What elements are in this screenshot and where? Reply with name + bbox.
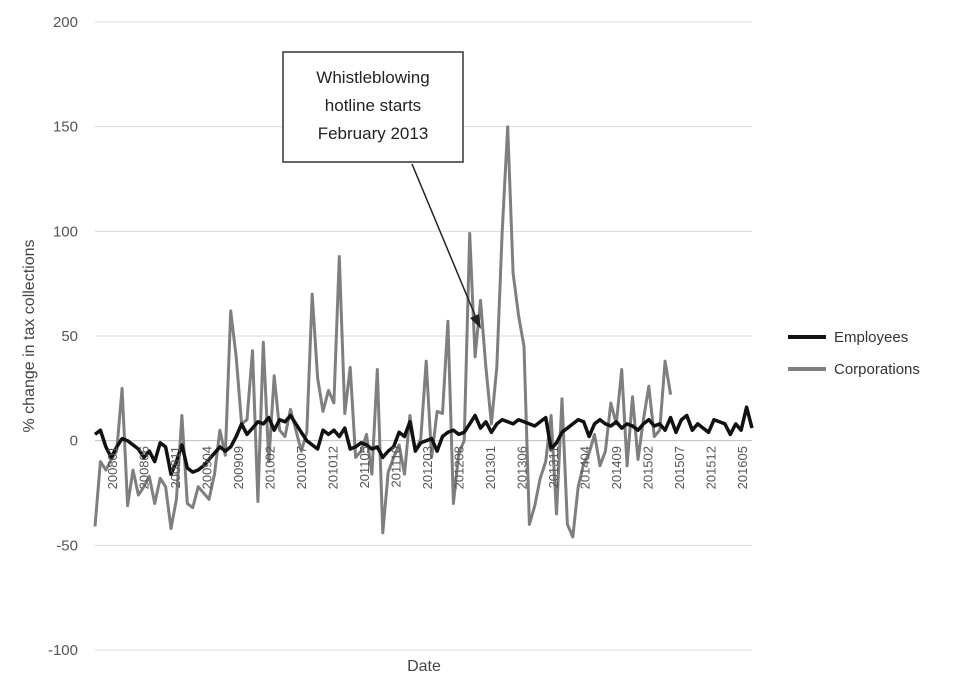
x-tick-label: 201301 bbox=[483, 446, 498, 489]
series-line-corporations bbox=[93, 125, 673, 539]
x-tick-label: 200904 bbox=[200, 446, 215, 489]
annotation-line-1: Whistleblowing bbox=[316, 68, 429, 87]
annotation-line-2: hotline starts bbox=[325, 96, 421, 115]
y-axis-label: % change in tax collections bbox=[21, 240, 38, 433]
x-tick-label: 200806 bbox=[137, 446, 152, 489]
annotation-line-3: February 2013 bbox=[318, 124, 429, 143]
legend-label-corporations: Corporations bbox=[834, 361, 920, 378]
annotation-arrow bbox=[411, 163, 478, 321]
x-axis-ticks: 200801 200806 200811 200904 200909 201002 2010… bbox=[105, 446, 750, 489]
y-tick-label: -50 bbox=[56, 537, 78, 554]
legend-label-employees: Employees bbox=[834, 329, 908, 346]
y-tick-label: -100 bbox=[48, 642, 78, 659]
x-tick-label: 200811 bbox=[168, 446, 183, 488]
y-tick-label: 0 bbox=[70, 433, 78, 450]
x-tick-label: 201404 bbox=[578, 446, 593, 489]
y-tick-label: 100 bbox=[53, 223, 78, 240]
y-axis-ticks: -100 -50 0 50 100 150 200 bbox=[48, 14, 78, 659]
x-axis-label: Date bbox=[407, 658, 441, 675]
annotation-arrowhead bbox=[470, 314, 481, 329]
x-tick-label: 200909 bbox=[231, 446, 246, 489]
x-tick-label: 201311 bbox=[546, 446, 561, 488]
annotation-box bbox=[282, 51, 464, 163]
x-tick-label: 201306 bbox=[515, 446, 530, 489]
x-tick-label: 201105 bbox=[357, 446, 372, 488]
x-tick-label: 200801 bbox=[105, 446, 120, 489]
y-tick-label: 50 bbox=[61, 328, 78, 345]
x-tick-label: 201002 bbox=[263, 446, 278, 489]
y-tick-label: 200 bbox=[53, 14, 78, 31]
x-tick-label: 201502 bbox=[641, 446, 656, 489]
series-layer bbox=[93, 125, 754, 539]
x-tick-label: 201012 bbox=[326, 446, 341, 489]
legend: Employees Corporations bbox=[788, 329, 920, 378]
annotation-callout: Whistleblowing hotline starts February 2… bbox=[282, 51, 481, 329]
x-tick-label: 201110 bbox=[389, 446, 404, 487]
x-tick-label: 201507 bbox=[672, 446, 687, 489]
x-tick-label: 201203 bbox=[420, 446, 435, 489]
x-tick-label: 201208 bbox=[452, 446, 467, 489]
x-tick-label: 201512 bbox=[704, 446, 719, 489]
series-line-employees bbox=[93, 405, 754, 476]
y-tick-label: 150 bbox=[53, 119, 78, 136]
x-tick-label: 201007 bbox=[294, 446, 309, 489]
x-tick-label: 201409 bbox=[609, 446, 624, 489]
x-tick-label: 201605 bbox=[735, 446, 750, 489]
